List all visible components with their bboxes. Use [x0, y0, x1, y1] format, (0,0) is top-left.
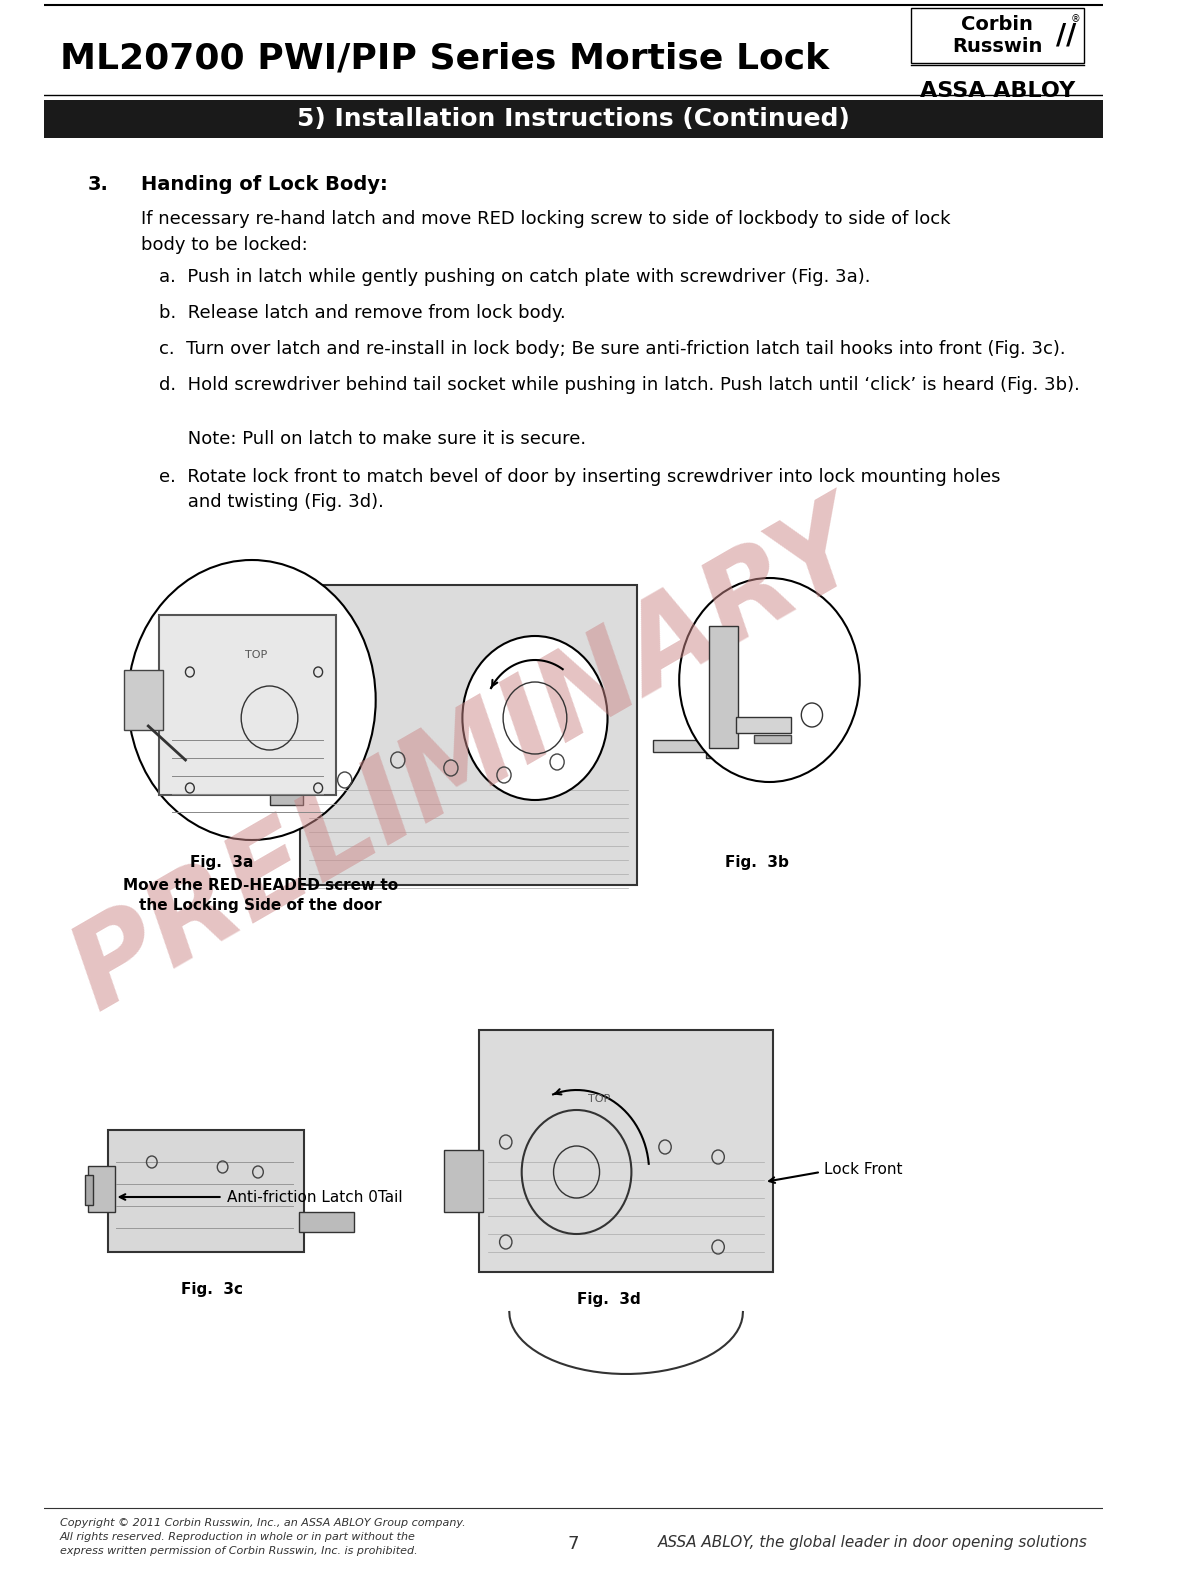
Text: Fig.  3b: Fig. 3b: [725, 855, 789, 869]
Text: e.  Rotate lock front to match bevel of door by inserting screwdriver into lock : e. Rotate lock front to match bevel of d…: [159, 468, 1001, 511]
Bar: [300, 585, 637, 885]
Text: 5) Installation Instructions (Continued): 5) Installation Instructions (Continued): [297, 107, 850, 130]
Bar: [89, 1166, 115, 1212]
Text: ASSA ABLOY: ASSA ABLOY: [919, 82, 1075, 101]
Bar: [85, 1174, 93, 1206]
Text: TOP: TOP: [589, 1094, 610, 1104]
Text: PRELIMINARY: PRELIMINARY: [53, 487, 885, 1033]
Bar: [108, 1130, 304, 1251]
Circle shape: [128, 560, 376, 839]
Text: ASSA ABLOY, the global leader in door opening solutions: ASSA ABLOY, the global leader in door op…: [658, 1534, 1088, 1550]
Text: ML20700 PWI/PIP Series Mortise Lock: ML20700 PWI/PIP Series Mortise Lock: [60, 42, 828, 75]
Bar: [736, 717, 791, 733]
Text: Move the RED-HEADED screw to
the Locking Side of the door: Move the RED-HEADED screw to the Locking…: [123, 879, 399, 913]
Circle shape: [462, 637, 608, 800]
Bar: [299, 1212, 353, 1232]
Bar: [479, 1030, 773, 1272]
Bar: [754, 736, 791, 744]
Text: Copyright © 2011 Corbin Russwin, Inc., an ASSA ABLOY Group company.
All rights r: Copyright © 2011 Corbin Russwin, Inc., a…: [60, 1519, 466, 1556]
Text: Note: Pull on latch to make sure it is secure.: Note: Pull on latch to make sure it is s…: [159, 431, 587, 448]
Text: 7: 7: [567, 1534, 579, 1553]
Text: d.  Hold screwdriver behind tail socket while pushing in latch. Push latch until: d. Hold screwdriver behind tail socket w…: [159, 376, 1080, 395]
Text: Corbin
Russwin: Corbin Russwin: [952, 16, 1043, 57]
Bar: [444, 1151, 482, 1212]
Text: Anti-friction Latch 0Tail: Anti-friction Latch 0Tail: [227, 1190, 402, 1206]
Text: Fig.  3a: Fig. 3a: [190, 855, 254, 869]
Bar: [269, 753, 303, 805]
Text: Fig.  3d: Fig. 3d: [577, 1292, 640, 1306]
Bar: [44, 101, 1104, 138]
Bar: [710, 626, 737, 748]
Text: Lock Front: Lock Front: [825, 1162, 903, 1177]
Bar: [159, 615, 336, 795]
Bar: [706, 736, 719, 758]
Text: //: //: [1056, 22, 1076, 49]
Bar: [911, 8, 1083, 63]
Text: Handing of Lock Body:: Handing of Lock Body:: [141, 174, 388, 193]
Text: Fig.  3c: Fig. 3c: [181, 1283, 243, 1297]
Text: ®: ®: [1070, 14, 1080, 24]
Text: 3.: 3.: [89, 174, 109, 193]
Text: TOP: TOP: [245, 649, 267, 660]
Bar: [652, 740, 707, 751]
Text: c.  Turn over latch and re-install in lock body; Be sure anti-friction latch tai: c. Turn over latch and re-install in loc…: [159, 340, 1065, 358]
Text: b.  Release latch and remove from lock body.: b. Release latch and remove from lock bo…: [159, 303, 566, 322]
Text: If necessary re-hand latch and move RED locking screw to side of lockbody to sid: If necessary re-hand latch and move RED …: [141, 211, 950, 255]
Text: a.  Push in latch while gently pushing on catch plate with screwdriver (Fig. 3a): a. Push in latch while gently pushing on…: [159, 267, 870, 286]
Circle shape: [679, 578, 859, 781]
Bar: [123, 670, 163, 729]
